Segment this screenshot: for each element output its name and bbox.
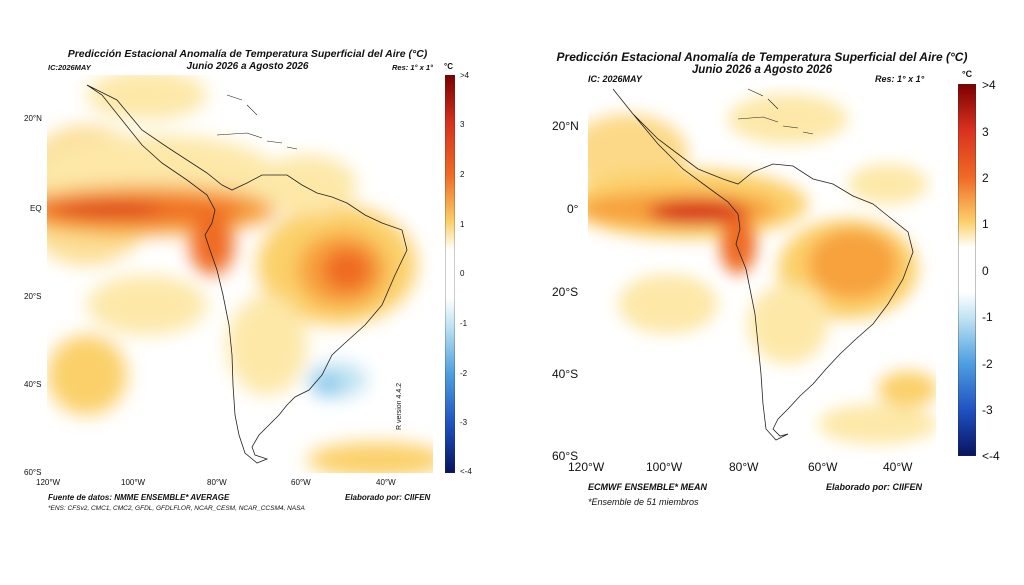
right-lon-tick-0: 120°W [568,460,605,474]
left-lon-tick-4: 40°W [376,478,396,487]
left-cbar-tick-7: -3 [460,418,468,427]
right-lon-tick-3: 60°W [808,460,838,474]
right-lat-tick-4: 60°S [552,449,579,463]
right-coastline [612,88,914,441]
left-lat-tick-3: 40°S [24,380,42,389]
left-lat-tick-2: 20°S [24,292,42,301]
left-lon-tick-2: 80°W [207,478,227,487]
left-lon-tick-3: 60°W [291,478,311,487]
left-lat-tick-0: 20°N [24,114,42,123]
right-cbar-tick-7: -3 [982,403,993,417]
right-source-label: ECMWF ENSEMBLE* MEAN [588,482,707,492]
right-footnote: *Ensemble de 51 miembros [588,497,699,507]
right-lon-tick-4: 40°W [883,460,913,474]
left-title-line2: Junio 2026 a Agosto 2026 [186,61,309,72]
left-lat-tick-4: 60°S [24,468,42,477]
right-cbar-tick-2: 2 [982,171,989,185]
left-footnote: *ENS: CFSv2, CMC1, CMC2, GFDL, GFDLFLOR,… [48,505,305,512]
right-lat-tick-1: 0° [567,202,579,216]
right-cbar-tick-8: <-4 [982,449,1000,463]
right-ic-label: IC: 2026MAY [588,74,642,84]
right-lon-tick-2: 80°W [729,460,759,474]
right-lon-tick-1: 100°W [646,460,683,474]
left-source-label: Fuente de datos: NMME ENSEMBLE* AVERAGE [48,493,230,502]
left-cbar-tick-4: 0 [460,269,465,278]
left-cbar-unit: °C [444,62,453,71]
left-credit-label: Elaborado por: CIIFEN [345,493,431,502]
right-title-line2: Junio 2026 a Agosto 2026 [691,64,833,76]
left-cbar-tick-1: 3 [460,120,465,129]
left-cbar-tick-2: 2 [460,170,465,179]
right-credit-label: Elaborado por: CIIFEN [826,482,923,492]
right-lat-tick-3: 40°S [552,367,579,381]
right-caribbean-islands [737,88,814,135]
left-colorbar [445,75,455,473]
right-cbar-unit: °C [962,69,973,79]
right-cbar-tick-3: 1 [982,217,989,231]
left-res-label: Res: 1° x 1° [392,63,434,72]
right-cbar-tick-0: >4 [982,78,996,92]
left-title-line1: Predicción Estacional Anomalía de Temper… [67,48,428,60]
left-cbar-tick-6: -2 [460,369,468,378]
right-colorbar [958,84,976,456]
right-lat-tick-2: 20°S [552,285,579,299]
left-coastline [86,84,408,464]
left-lon-tick-0: 120°W [36,478,61,487]
right-res-label: Res: 1° x 1° [875,74,925,84]
left-lon-tick-1: 100°W [121,478,146,487]
left-map [47,75,433,473]
right-cbar-tick-4: 0 [982,264,989,278]
right-title-line1: Predicción Estacional Anomalía de Temper… [556,50,968,64]
right-cbar-tick-1: 3 [982,125,989,139]
left-caribbean-islands [216,94,298,150]
right-cbar-tick-6: -2 [982,357,993,371]
right-cbar-tick-5: -1 [982,310,993,324]
left-colorbar-ramp [445,75,455,473]
right-map [588,84,936,456]
left-version-label: R version 4.4.2 [396,382,403,430]
right-anomaly-field [588,94,936,444]
left-cbar-tick-0: >4 [460,71,470,80]
left-anomaly-field [47,75,433,473]
left-cbar-tick-3: 1 [460,220,465,229]
left-lat-tick-1: EQ [30,204,42,213]
right-lat-tick-0: 20°N [552,119,579,133]
left-ic-label: IC:2026MAY [48,63,91,72]
right-colorbar-ramp [958,84,976,456]
left-cbar-tick-5: -1 [460,319,468,328]
left-cbar-tick-8: <-4 [460,467,472,476]
